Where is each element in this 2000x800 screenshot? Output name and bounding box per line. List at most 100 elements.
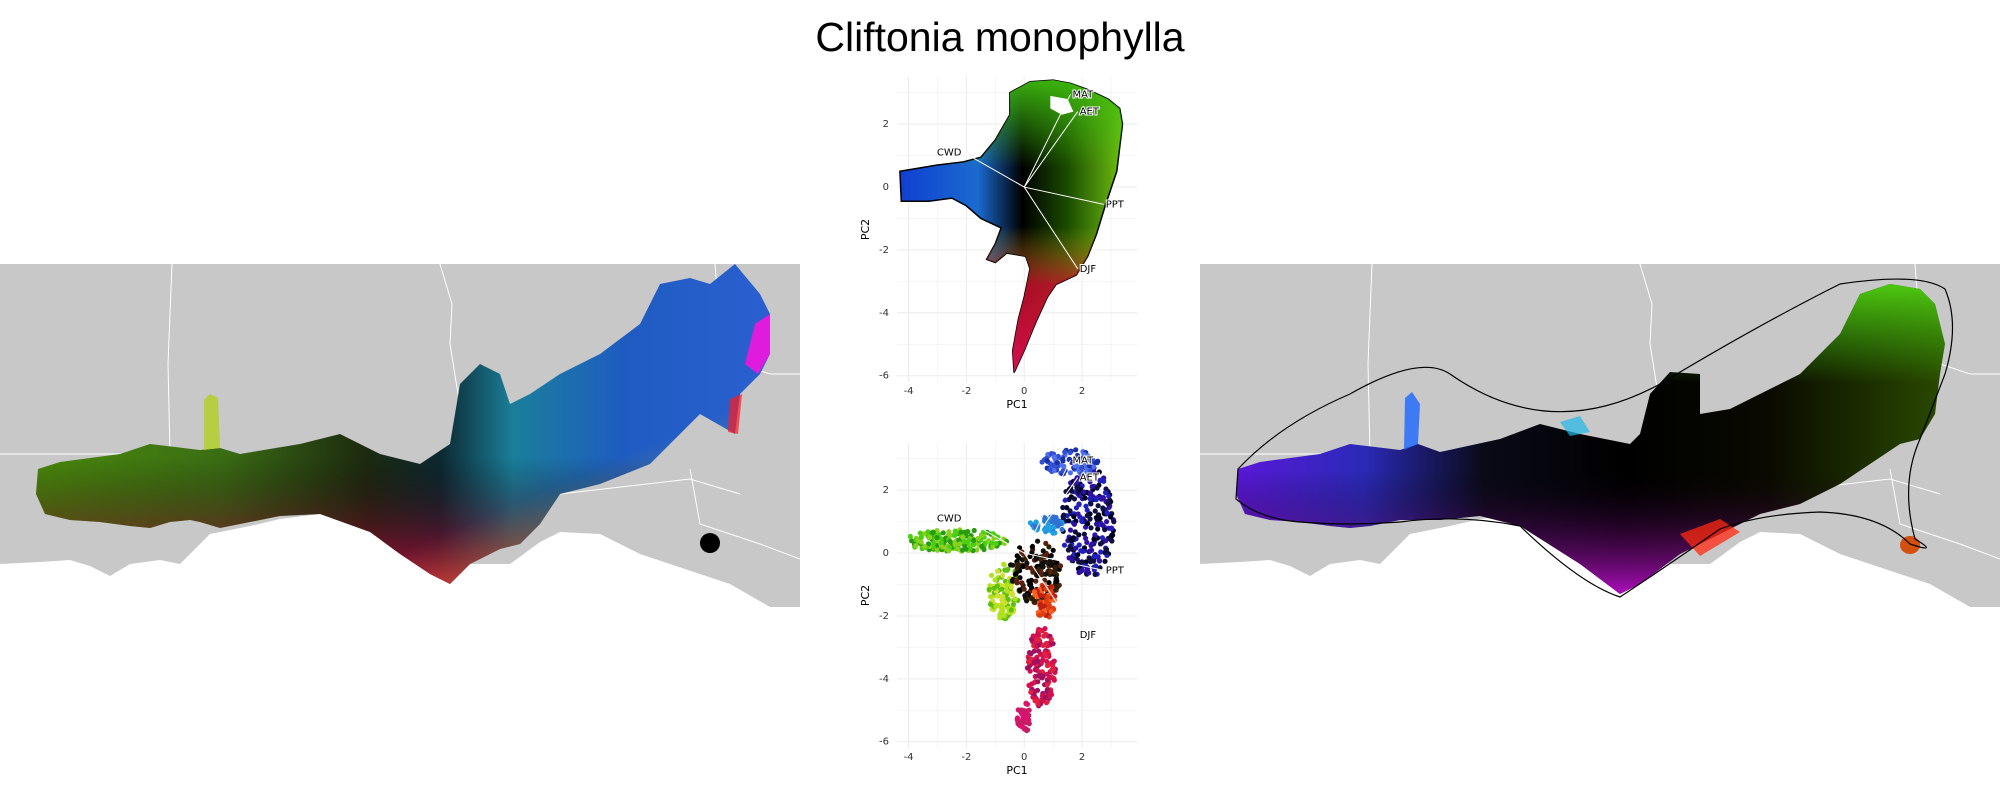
pca-point	[1081, 489, 1087, 495]
pca-point	[1102, 527, 1108, 533]
pca-point	[940, 530, 946, 536]
pca-point	[1024, 727, 1030, 734]
convex-hull-outline	[1235, 278, 1954, 598]
pca-points	[907, 447, 1117, 734]
pca-point	[1052, 564, 1058, 570]
vector-aet	[1023, 477, 1079, 554]
pca-point	[1023, 700, 1029, 706]
pca-point	[1062, 497, 1068, 503]
pca-point	[1092, 571, 1098, 577]
pca-point	[1096, 469, 1102, 475]
pca-point	[1087, 496, 1093, 502]
y-tick-label: -4	[879, 308, 889, 319]
x-tick-label: -4	[904, 386, 914, 397]
pca-point	[962, 539, 968, 545]
pca-point	[1035, 632, 1041, 638]
pca-point	[1055, 453, 1061, 459]
pca-point	[994, 593, 1000, 599]
pca-point	[1028, 650, 1034, 657]
pca-point	[1033, 556, 1039, 562]
pca-point	[1075, 552, 1081, 558]
pca-point	[1098, 549, 1104, 555]
y-axis-label: PC2	[859, 585, 872, 606]
pca-point	[993, 540, 999, 547]
pca-point	[1081, 531, 1087, 537]
pca-point	[1051, 467, 1057, 474]
pca-point	[918, 535, 924, 541]
y-tick-label: -2	[879, 245, 889, 256]
pca-point	[1002, 600, 1008, 606]
pca-point	[1026, 659, 1032, 665]
pca-point	[1048, 689, 1054, 696]
pca-point	[1036, 612, 1043, 618]
pca-point	[1076, 542, 1082, 548]
pca-point	[1000, 608, 1006, 614]
pca-point	[917, 530, 923, 536]
pca-point	[1102, 490, 1109, 496]
pca-point	[1067, 470, 1073, 476]
isolated-population	[700, 533, 720, 553]
pca-point	[1080, 548, 1086, 554]
pca-point	[971, 527, 977, 534]
pca-point	[1008, 584, 1014, 590]
pca-point	[1008, 607, 1014, 613]
pca-point	[1071, 496, 1078, 502]
pca-point	[1049, 659, 1056, 665]
pca-point	[1005, 596, 1011, 602]
pca-point	[927, 534, 933, 540]
pca-point	[1010, 577, 1016, 584]
pca-point	[1047, 466, 1053, 472]
pca-point	[1060, 504, 1066, 511]
pca-point	[1102, 558, 1108, 564]
pca-point	[989, 540, 995, 546]
pca-point	[1018, 718, 1024, 724]
pca-point	[958, 529, 964, 535]
pca-point	[1014, 715, 1021, 721]
vector-label-cwd: CWD	[937, 513, 962, 524]
pca-point	[1004, 588, 1010, 594]
pca-point	[918, 539, 924, 545]
vector-cwd	[963, 152, 1025, 188]
pca-point	[1024, 598, 1030, 604]
pca-point	[997, 615, 1003, 621]
pca-point	[1014, 553, 1020, 559]
pca-point	[1030, 633, 1036, 639]
pca-scatter-bottom: MAT AET CWD PPT DJF -4 -2 0 2 2 0 -2 -4 -6 PC1 PC2	[859, 443, 1137, 777]
pca-point	[907, 533, 913, 540]
pca-point	[1013, 571, 1019, 577]
pca-point	[1030, 565, 1036, 571]
pca-point	[1040, 548, 1046, 554]
pca-point	[1087, 548, 1093, 554]
pca-point	[1106, 493, 1112, 499]
pca-point	[1040, 657, 1046, 663]
pca-point	[1071, 521, 1077, 527]
pca-point	[1083, 535, 1089, 541]
y-tick-label: -2	[879, 611, 889, 622]
pca-point	[1041, 603, 1047, 609]
pca-point	[1057, 563, 1064, 569]
pca-point	[1027, 520, 1033, 526]
pca-point	[1067, 543, 1073, 550]
pca-point	[1048, 667, 1055, 673]
pca-point	[952, 532, 958, 538]
vector-label-aet: AET	[1080, 107, 1100, 118]
pca-point	[1076, 559, 1082, 566]
pca-point	[993, 603, 999, 609]
y-tick-label: -4	[879, 674, 889, 685]
pca-point	[957, 541, 963, 547]
pca-point	[1054, 578, 1060, 584]
pca-point	[1044, 526, 1050, 532]
coast-water	[0, 514, 770, 607]
pca-point	[1088, 490, 1094, 496]
vector-djf	[1023, 552, 1079, 636]
pca-point	[1046, 580, 1052, 586]
pca-point	[999, 586, 1005, 592]
pca-point	[1054, 560, 1060, 566]
pca-point	[1089, 541, 1095, 547]
pca-point	[971, 542, 977, 548]
pca-point	[1086, 463, 1092, 469]
pca-point	[1088, 501, 1094, 507]
pca-point	[963, 546, 969, 552]
pca-point	[1043, 631, 1049, 637]
pca-point	[1045, 521, 1051, 527]
